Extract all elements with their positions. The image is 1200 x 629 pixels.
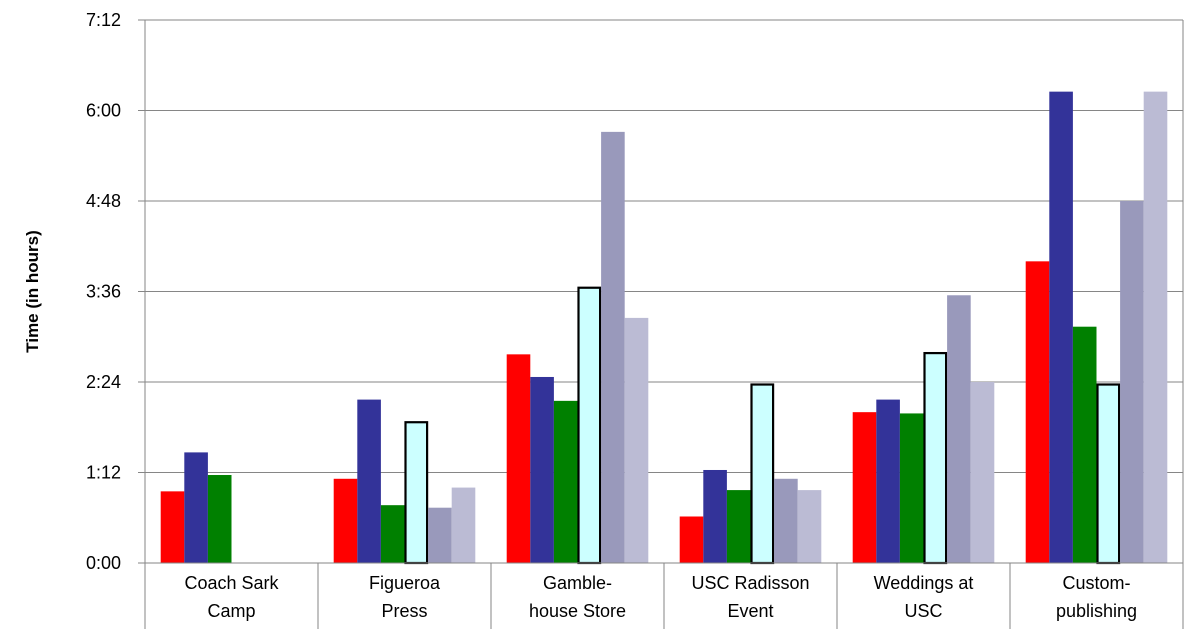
bar	[852, 412, 877, 563]
bar	[876, 399, 900, 563]
x-category-label: USC	[904, 601, 942, 621]
x-category-label: publishing	[1056, 601, 1137, 621]
bar	[1049, 91, 1073, 563]
bar	[947, 295, 971, 563]
x-category-label: Figueroa	[369, 573, 441, 593]
bar	[624, 317, 649, 563]
bar	[553, 400, 578, 563]
bars	[160, 91, 1168, 565]
bar	[404, 421, 429, 565]
bar	[1143, 91, 1168, 563]
x-category-label: Custom-	[1062, 573, 1130, 593]
y-tick-label: 7:12	[86, 10, 121, 30]
bar	[726, 490, 751, 563]
axes	[138, 19, 1184, 629]
bar	[380, 505, 405, 563]
bar	[679, 516, 704, 563]
bar	[530, 376, 554, 563]
bar	[970, 382, 995, 563]
bar	[1096, 383, 1121, 565]
x-category-label: Press	[381, 601, 427, 621]
x-category-label: Event	[727, 601, 773, 621]
y-axis-title: Time (in hours)	[23, 230, 42, 352]
bar	[750, 383, 775, 565]
x-category-label: Gamble-	[543, 573, 612, 593]
y-tick-label: 6:00	[86, 101, 121, 121]
y-tick-label: 2:24	[86, 372, 121, 392]
y-tick-label: 4:48	[86, 191, 121, 211]
bar	[357, 399, 381, 563]
bar	[506, 354, 531, 563]
x-category-label: Coach Sark	[184, 573, 279, 593]
y-tick-label: 0:00	[86, 553, 121, 573]
x-category-label: Weddings at	[874, 573, 974, 593]
x-category-label: USC Radisson	[691, 573, 809, 593]
x-category-label: house Store	[529, 601, 626, 621]
bar	[184, 452, 208, 563]
bar	[923, 351, 948, 565]
bar	[797, 490, 822, 563]
bar	[1072, 326, 1097, 563]
bar	[774, 478, 798, 563]
x-category-label: Camp	[207, 601, 255, 621]
bar	[899, 413, 924, 563]
bar	[577, 286, 602, 565]
y-tick-label: 3:36	[86, 282, 121, 302]
bar	[333, 478, 358, 563]
bar	[1025, 261, 1050, 563]
x-category-labels: Coach Sark Camp Figueroa Press Gamble-house …	[184, 573, 1137, 621]
bar	[207, 475, 232, 563]
y-tick-label: 1:12	[86, 463, 121, 483]
bar	[703, 469, 727, 563]
bar	[1120, 201, 1144, 563]
bar	[601, 131, 625, 564]
bar	[160, 491, 185, 563]
bar	[451, 487, 476, 563]
bar	[428, 507, 452, 563]
y-tick-labels: 0:00 1:12 2:24 3:36 4:48 6:00 7:12	[86, 10, 121, 573]
